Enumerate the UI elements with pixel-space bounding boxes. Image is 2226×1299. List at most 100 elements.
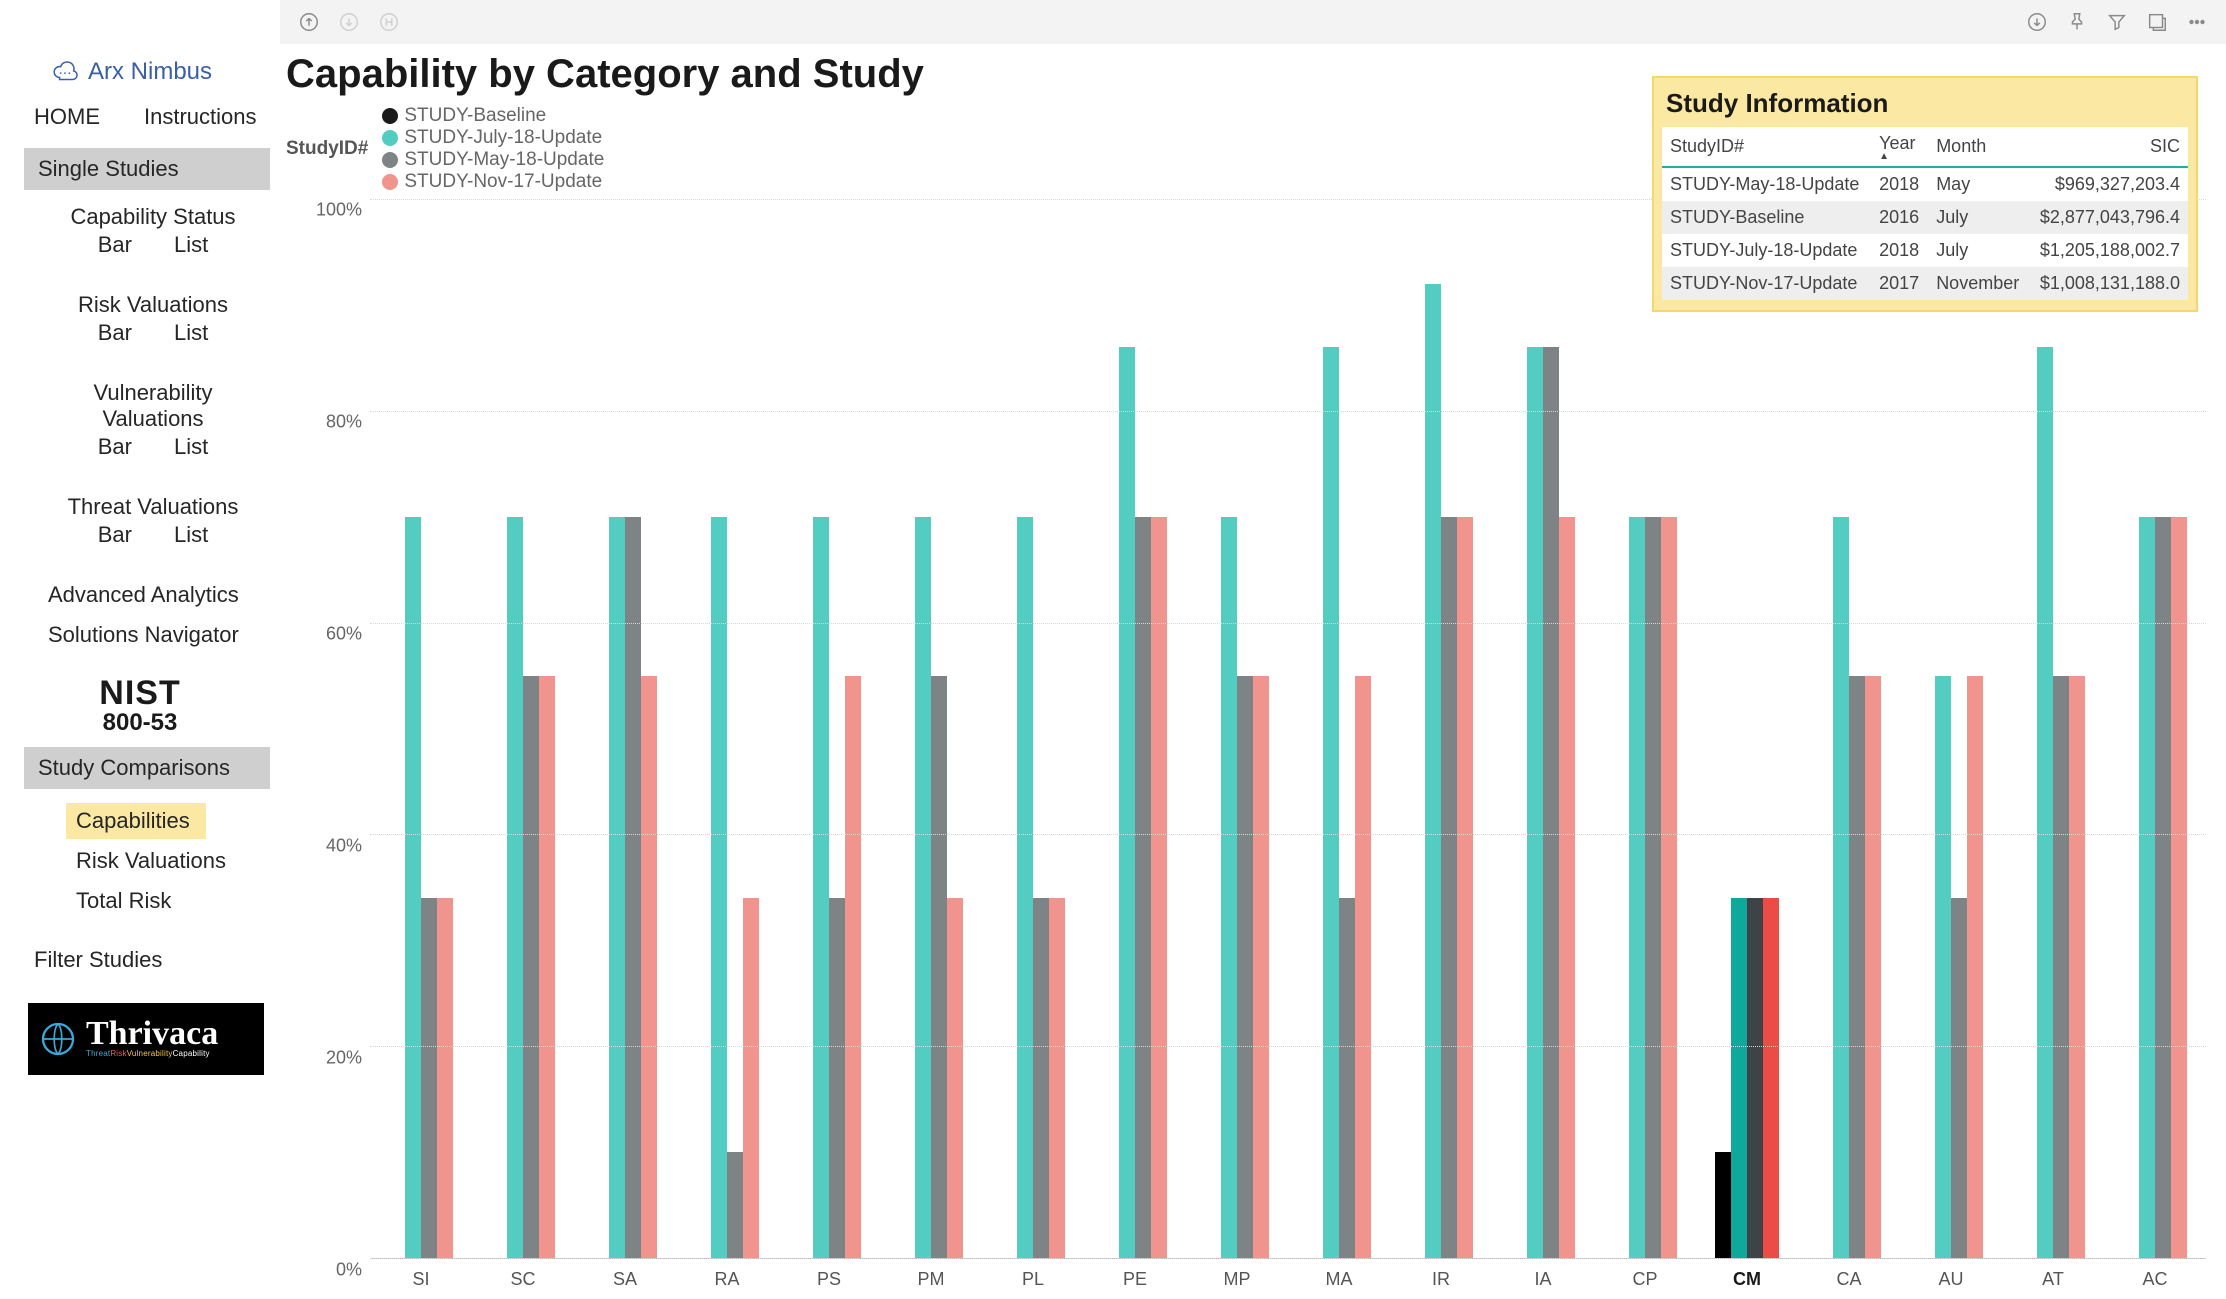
bar[interactable] xyxy=(539,676,555,1258)
nav-home[interactable]: HOME xyxy=(34,104,100,130)
nav-instructions[interactable]: Instructions xyxy=(144,104,257,130)
bar[interactable] xyxy=(1543,347,1559,1258)
nav-list-link[interactable]: List xyxy=(174,320,208,346)
bar[interactable] xyxy=(1425,284,1441,1258)
bar-group[interactable] xyxy=(574,199,676,1258)
bar-group[interactable] xyxy=(1492,199,1594,1258)
bar[interactable] xyxy=(1253,676,1269,1258)
bar[interactable] xyxy=(727,1152,743,1258)
bar-group[interactable] xyxy=(370,199,472,1258)
bar-group[interactable] xyxy=(982,199,1084,1258)
study-info-table[interactable]: StudyID#Year▲MonthSIC STUDY-May-18-Updat… xyxy=(1662,127,2188,300)
bar[interactable] xyxy=(1951,898,1967,1258)
bar-group[interactable] xyxy=(1084,199,1186,1258)
table-row[interactable]: STUDY-May-18-Update2018May$969,327,203.4 xyxy=(1662,167,2188,201)
bar[interactable] xyxy=(1049,898,1065,1258)
bar[interactable] xyxy=(523,676,539,1258)
table-row[interactable]: STUDY-Baseline2016July$2,877,043,796.4 xyxy=(1662,201,2188,234)
bar[interactable] xyxy=(1323,347,1339,1258)
bar[interactable] xyxy=(1715,1152,1731,1258)
section-study-comparisons[interactable]: Study Comparisons xyxy=(24,747,270,789)
bar-group[interactable] xyxy=(676,199,778,1258)
bar[interactable] xyxy=(1849,676,1865,1258)
bar[interactable] xyxy=(2053,676,2069,1258)
nav-list-link[interactable]: List xyxy=(174,434,208,460)
bar-group[interactable] xyxy=(1288,199,1390,1258)
bar[interactable] xyxy=(609,517,625,1258)
bar[interactable] xyxy=(1457,517,1473,1258)
bar[interactable] xyxy=(1559,517,1575,1258)
bar[interactable] xyxy=(2139,517,2155,1258)
bar-group[interactable] xyxy=(1390,199,1492,1258)
bar[interactable] xyxy=(625,517,641,1258)
bar[interactable] xyxy=(405,517,421,1258)
nav-filter-studies[interactable]: Filter Studies xyxy=(34,947,280,973)
bar[interactable] xyxy=(1645,517,1661,1258)
bar[interactable] xyxy=(1339,898,1355,1258)
table-row[interactable]: STUDY-July-18-Update2018July$1,205,188,0… xyxy=(1662,234,2188,267)
nav-solutions-navigator[interactable]: Solutions Navigator xyxy=(48,622,280,648)
bar[interactable] xyxy=(1967,676,1983,1258)
drill-down-button[interactable] xyxy=(334,7,364,37)
bar[interactable] xyxy=(2171,517,2187,1258)
bar[interactable] xyxy=(813,517,829,1258)
nav-bar-link[interactable]: Bar xyxy=(98,320,132,346)
expand-down-button[interactable] xyxy=(374,7,404,37)
bar[interactable] xyxy=(1731,898,1747,1258)
bar[interactable] xyxy=(947,898,963,1258)
bar[interactable] xyxy=(437,898,453,1258)
nav-list-link[interactable]: List xyxy=(174,522,208,548)
nav-advanced-analytics[interactable]: Advanced Analytics xyxy=(48,582,280,608)
bar[interactable] xyxy=(2069,676,2085,1258)
section-single-studies[interactable]: Single Studies xyxy=(24,148,270,190)
table-header[interactable]: SIC xyxy=(2029,127,2188,167)
bar[interactable] xyxy=(1017,517,1033,1258)
legend-item[interactable]: STUDY-July-18-Update xyxy=(382,127,604,149)
table-row[interactable]: STUDY-Nov-17-Update2017November$1,008,13… xyxy=(1662,267,2188,300)
nav-bar-link[interactable]: Bar xyxy=(98,434,132,460)
bar[interactable] xyxy=(1935,676,1951,1258)
bar[interactable] xyxy=(1661,517,1677,1258)
bar[interactable] xyxy=(1527,347,1543,1258)
bar[interactable] xyxy=(1833,517,1849,1258)
legend-item[interactable]: STUDY-May-18-Update xyxy=(382,149,604,171)
export-data-button[interactable] xyxy=(2022,7,2052,37)
bar-group[interactable] xyxy=(2002,199,2104,1258)
bar-group[interactable] xyxy=(880,199,982,1258)
nav-comparison-item[interactable]: Total Risk xyxy=(66,883,280,919)
nav-comparison-item[interactable]: Risk Valuations xyxy=(66,843,280,879)
bar[interactable] xyxy=(1119,347,1135,1258)
legend-item[interactable]: STUDY-Baseline xyxy=(382,105,604,127)
bar[interactable] xyxy=(507,517,523,1258)
nav-list-link[interactable]: List xyxy=(174,232,208,258)
bar-group[interactable] xyxy=(1900,199,2002,1258)
bar-group[interactable] xyxy=(1798,199,1900,1258)
bar-group[interactable] xyxy=(1594,199,1696,1258)
table-header[interactable]: Month xyxy=(1928,127,2029,167)
bar[interactable] xyxy=(1151,517,1167,1258)
bar[interactable] xyxy=(641,676,657,1258)
bar[interactable] xyxy=(743,898,759,1258)
bar[interactable] xyxy=(1355,676,1371,1258)
nav-bar-link[interactable]: Bar xyxy=(98,232,132,258)
bar[interactable] xyxy=(1221,517,1237,1258)
filter-button[interactable] xyxy=(2102,7,2132,37)
nav-comparison-item[interactable]: Capabilities xyxy=(66,803,206,839)
bar[interactable] xyxy=(1629,517,1645,1258)
pin-button[interactable] xyxy=(2062,7,2092,37)
bar[interactable] xyxy=(1763,898,1779,1258)
focus-mode-button[interactable] xyxy=(2142,7,2172,37)
bar-group[interactable] xyxy=(1186,199,1288,1258)
bar[interactable] xyxy=(711,517,727,1258)
table-header[interactable]: StudyID# xyxy=(1662,127,1871,167)
more-options-button[interactable] xyxy=(2182,7,2212,37)
plot-area[interactable] xyxy=(370,199,2206,1259)
bar[interactable] xyxy=(1747,898,1763,1258)
legend-item[interactable]: STUDY-Nov-17-Update xyxy=(382,171,604,193)
bar[interactable] xyxy=(931,676,947,1258)
bar-group[interactable] xyxy=(778,199,880,1258)
bar[interactable] xyxy=(829,898,845,1258)
bar[interactable] xyxy=(421,898,437,1258)
bar[interactable] xyxy=(845,676,861,1258)
bar[interactable] xyxy=(1135,517,1151,1258)
